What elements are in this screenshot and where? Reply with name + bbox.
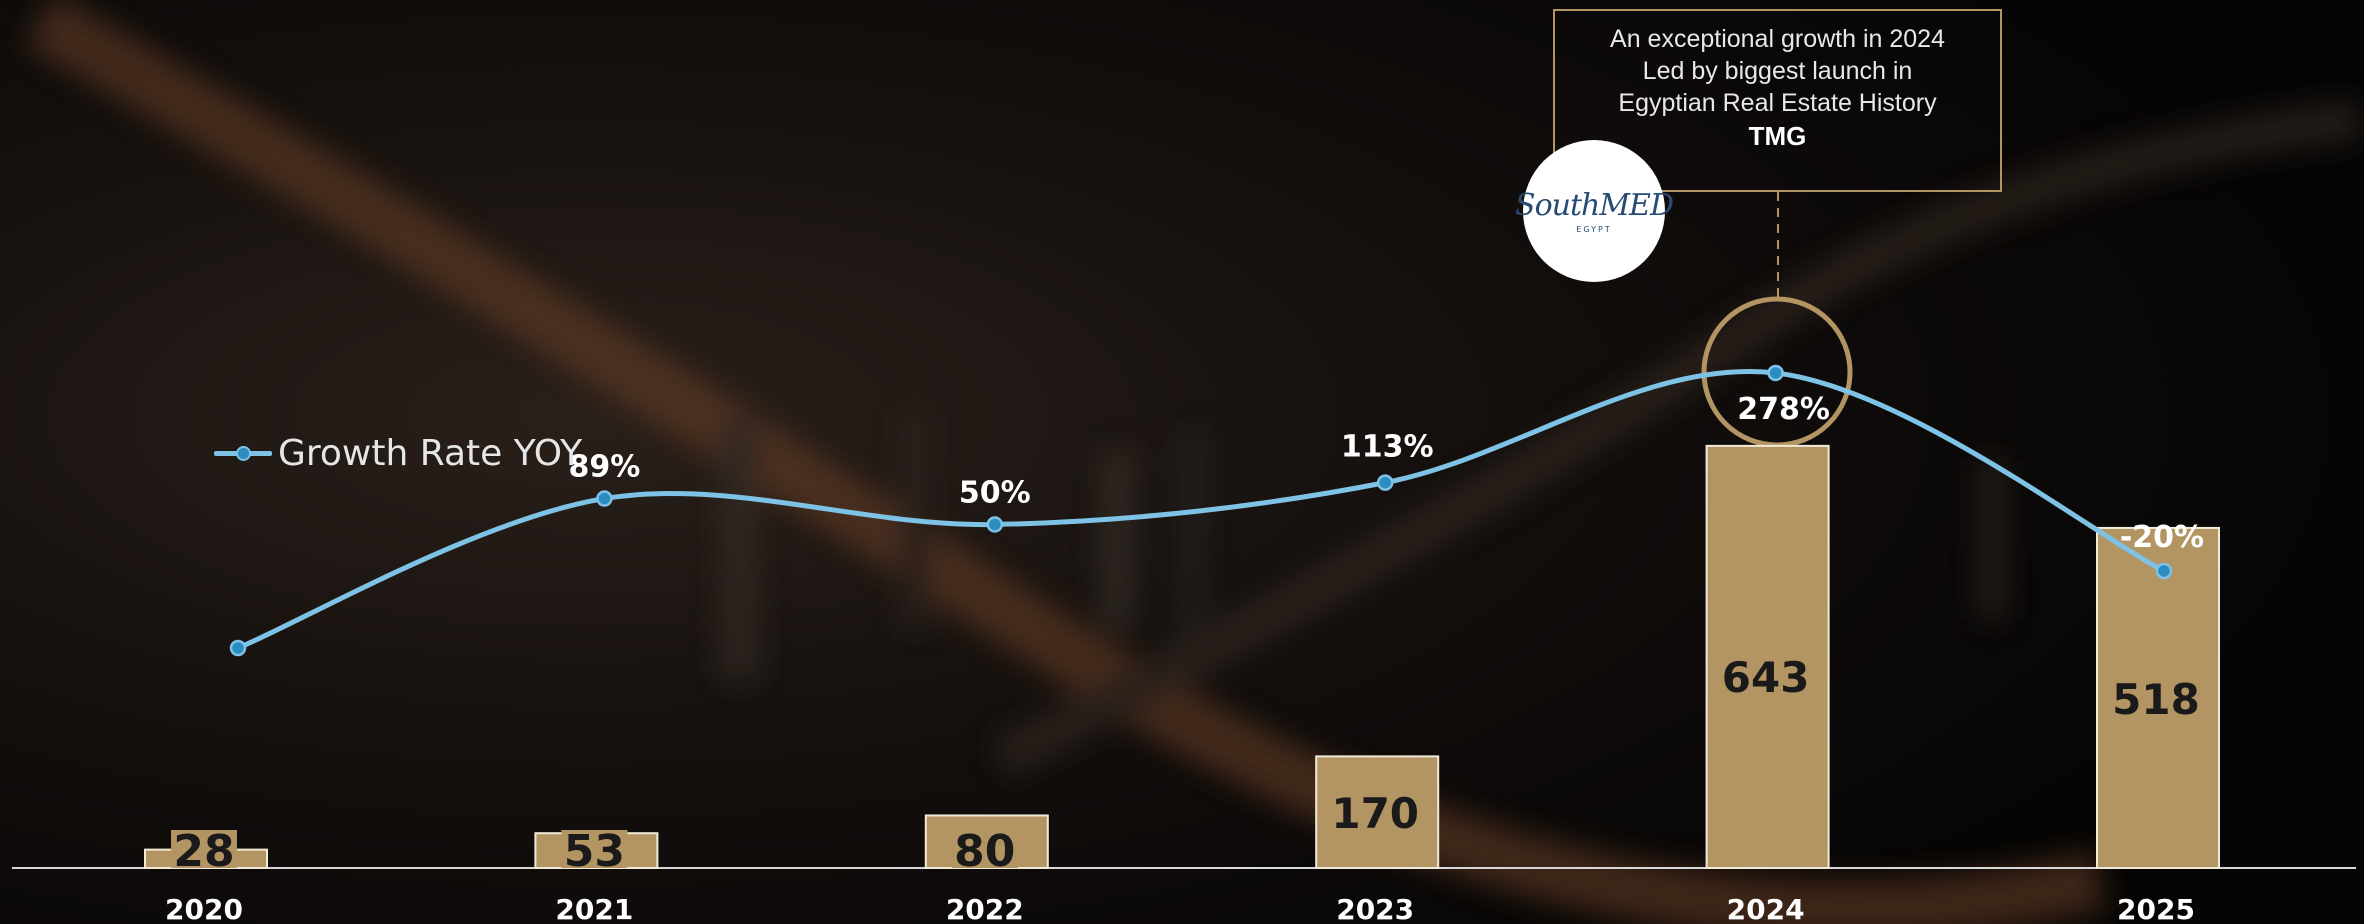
growth-point-2025 bbox=[2155, 562, 2173, 580]
growth-value-label: 50% bbox=[959, 475, 1031, 510]
x-tick-label: 2025 bbox=[2117, 893, 2195, 924]
growth-point-2022 bbox=[986, 516, 1004, 533]
bar-2023 bbox=[1315, 755, 1440, 870]
annotation-line: Led by biggest launch in bbox=[1642, 57, 1913, 85]
growth-point-2021 bbox=[596, 490, 613, 507]
bar-label-backing bbox=[561, 830, 628, 868]
bar-value-label: 518 bbox=[2112, 675, 2200, 724]
annotation-line: Egyptian Real Estate History bbox=[1618, 89, 1937, 117]
x-tick-label: 2021 bbox=[555, 893, 633, 924]
growth-value-label: -20% bbox=[2120, 520, 2204, 555]
bar-2025 bbox=[2096, 526, 2220, 869]
bar-value-label: 53 bbox=[564, 826, 625, 877]
growth-point-2020 bbox=[229, 639, 247, 657]
bar-value-label: 643 bbox=[1722, 653, 1810, 702]
growth-value-label: 89% bbox=[568, 450, 640, 485]
legend-line-icon bbox=[214, 438, 272, 468]
bar-value-label: 170 bbox=[1331, 789, 1419, 838]
bar-value-label: 28 bbox=[173, 826, 234, 877]
growth-value-label: 278% bbox=[1737, 392, 1830, 427]
legend: Growth Rate YOY bbox=[214, 428, 582, 478]
growth-rate-line bbox=[235, 369, 2167, 651]
legend-label: Growth Rate YOY bbox=[278, 432, 583, 474]
x-tick-label: 2020 bbox=[165, 893, 243, 924]
x-tick-label: 2023 bbox=[1336, 893, 1414, 924]
growth-value-label: 113% bbox=[1341, 430, 1434, 465]
bar-value-label: 80 bbox=[954, 826, 1015, 877]
x-tick-label: 2022 bbox=[946, 893, 1024, 924]
bar-label-backing bbox=[171, 830, 237, 868]
bar-label-backing bbox=[951, 830, 1018, 868]
southmed-logo: SouthMED EGYPT bbox=[1515, 140, 1674, 282]
x-tick-label: 2024 bbox=[1727, 893, 1805, 924]
growth-point-2024 bbox=[1767, 364, 1784, 382]
bar-2024 bbox=[1705, 444, 1830, 869]
logo-subtext: EGYPT bbox=[1576, 225, 1612, 234]
annotation-emphasis: TMG bbox=[1748, 121, 1807, 151]
growth-point-2023 bbox=[1376, 474, 1394, 491]
annotation-line: An exceptional growth in 2024 bbox=[1610, 25, 1945, 53]
annotation-callout: An exceptional growth in 2024 Led by big… bbox=[1553, 9, 2002, 192]
logo-text: SouthMED bbox=[1515, 188, 1674, 223]
